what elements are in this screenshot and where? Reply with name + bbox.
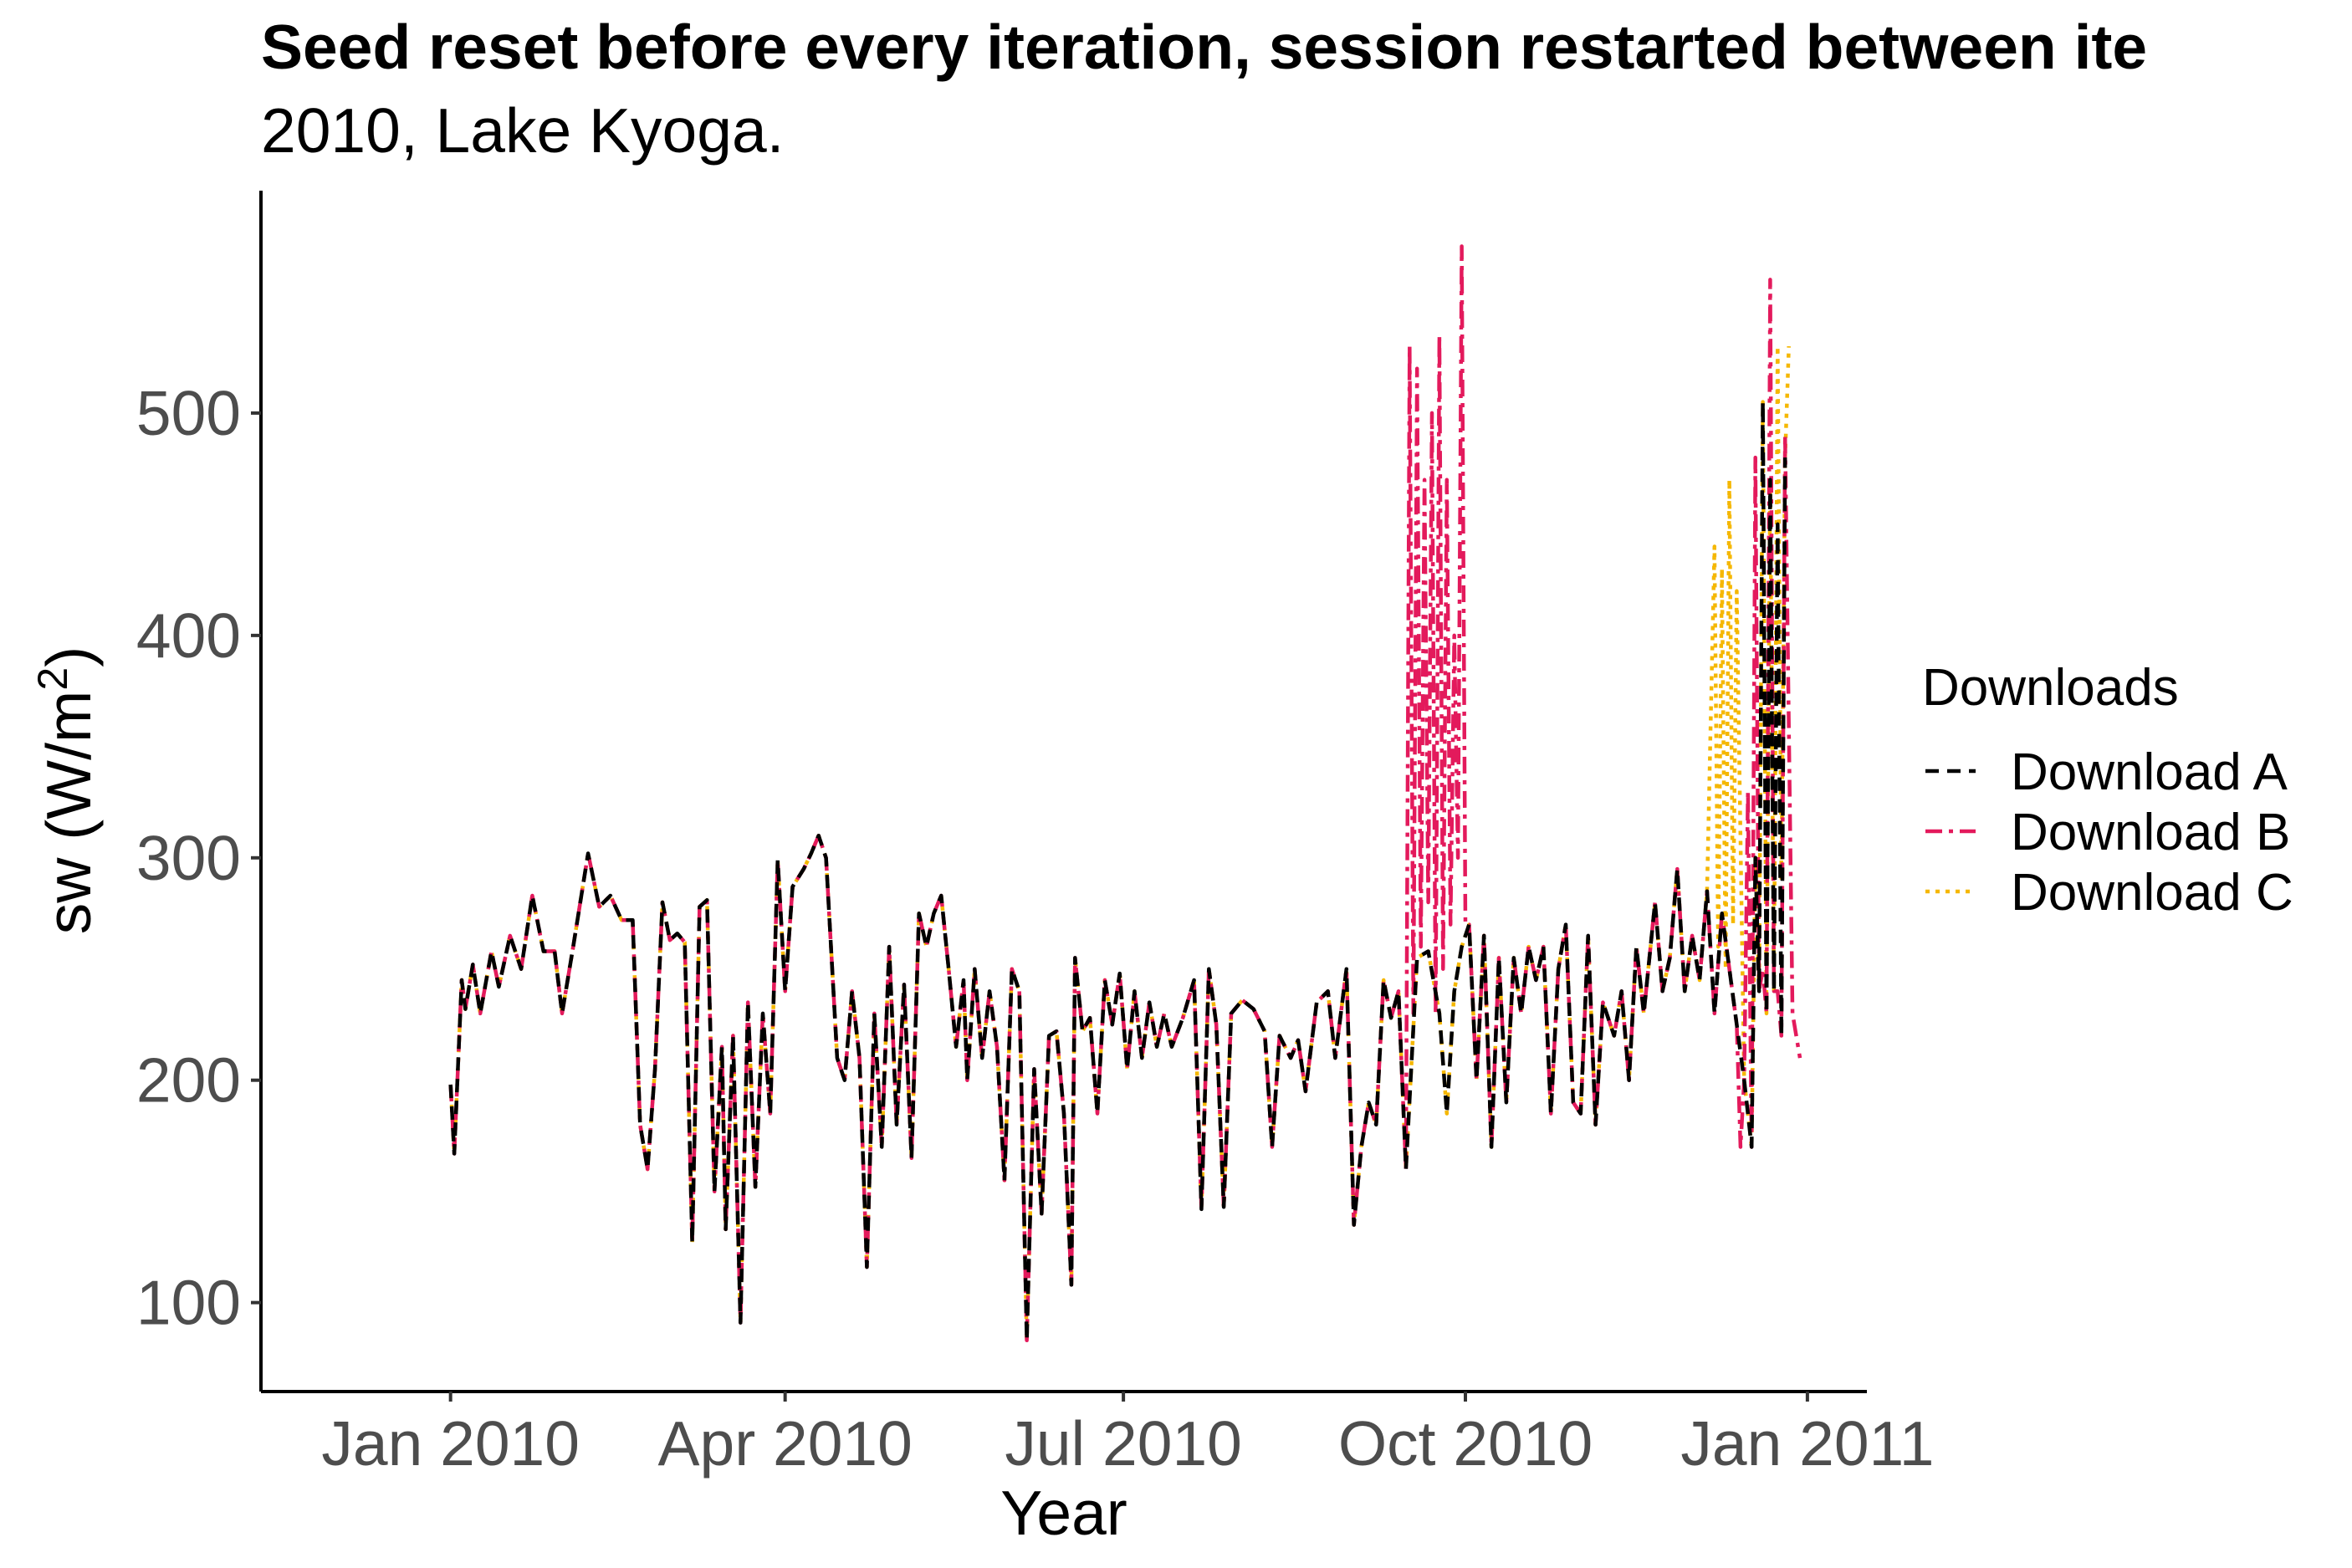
legend-label: Download A [2011,743,2288,801]
legend-label: Download B [2011,804,2290,861]
y-axis-title: sw (W/m2) [29,646,104,934]
x-tick-label: Apr 2010 [657,1408,912,1479]
y-axis-title-superscript: 2 [29,667,76,691]
series-line-download-c [448,344,1791,1343]
y-tick-label: 100 [136,1268,241,1338]
plot-area [448,244,1802,1343]
series-line-download-b [448,244,1802,1343]
y-tick-label: 500 [136,378,241,448]
x-tick-label: Jan 2011 [1680,1408,1934,1479]
x-tick-label: Oct 2010 [1338,1408,1593,1479]
y-tick-label: 200 [136,1045,241,1116]
x-axis-title: Year [1000,1478,1127,1548]
series-line-download-a [448,400,1787,1343]
x-tick-label: Jul 2010 [1005,1408,1242,1479]
x-tick-label: Jan 2010 [321,1408,580,1479]
chart-title: Seed reset before every iteration, sessi… [261,12,2147,82]
y-tick-label: 300 [136,823,241,893]
y-tick-label: 400 [136,600,241,671]
legend-title: Downloads [1922,659,2179,717]
x-axis-ticks: Jan 2010 Apr 2010 Jul 2010 Oct 2010 Jan 2011 [321,1392,1934,1479]
chart-subtitle: 2010, Lake Kyoga. [261,95,785,166]
legend-label: Download C [2011,864,2293,922]
y-axis-ticks: 100 200 300 400 500 [136,378,261,1338]
